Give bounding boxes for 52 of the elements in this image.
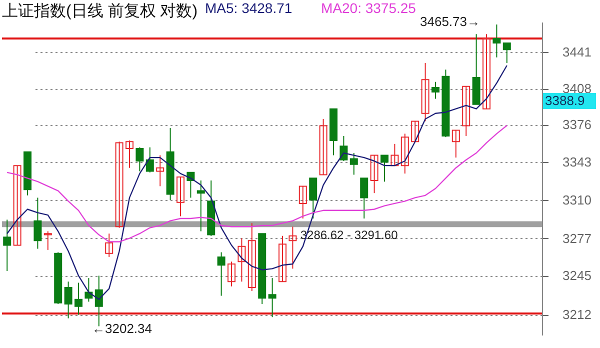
text: MA20: 3375.25 [321,0,416,16]
candlestick [126,140,134,168]
candlestick [492,24,501,58]
candlestick [278,235,286,282]
candlestick [298,186,307,220]
candlestick [136,146,144,172]
candlestick [309,178,318,220]
candlestick [319,118,328,176]
text: MA5: 3428.71 [205,0,292,16]
candlestick [502,42,511,64]
candlestick [84,278,93,302]
candlestick [176,176,184,217]
candlestick [115,141,124,228]
candlestick [370,154,378,194]
candlestick [248,222,256,292]
candlestick [3,219,12,272]
annotation: 3465.73→ [420,14,480,29]
candlestick [64,281,72,319]
candlestick [421,62,430,122]
candlestick [482,34,490,110]
candlestick [156,154,164,187]
candlestick [34,197,42,250]
y-tick-label: 3277 [562,230,592,246]
candlestick [196,180,205,232]
y-tick-label: 3376 [562,117,592,132]
chart-title: 上证指数(日线 前复权 对数) [2,2,198,20]
candlestick [105,233,114,258]
y-tick-label: 3310 [562,192,592,208]
y-tick-label: 3245 [562,268,592,284]
annotation: ←3202.34 [92,321,152,336]
candlestick [411,120,420,142]
candlestick [74,282,82,316]
candlestick [462,86,470,136]
candlestick [360,178,368,220]
candlestick [380,154,388,182]
candlestick [400,133,409,174]
candlestick [228,261,236,287]
candlestick [44,230,52,250]
candlestick [452,130,460,158]
candlestick [340,135,348,162]
y-tick-label: 3212 [562,307,592,322]
candlestick [13,165,22,246]
candlestick [217,252,226,296]
candlestick [238,238,246,282]
candlestick [350,152,358,176]
y-tick-label: 3343 [562,154,592,170]
candlestick [268,278,276,318]
candlestick [146,146,154,173]
candlestick [288,226,297,270]
candlestick [390,143,399,166]
y-tick-label: 3441 [562,44,592,60]
candlestick [432,81,440,100]
